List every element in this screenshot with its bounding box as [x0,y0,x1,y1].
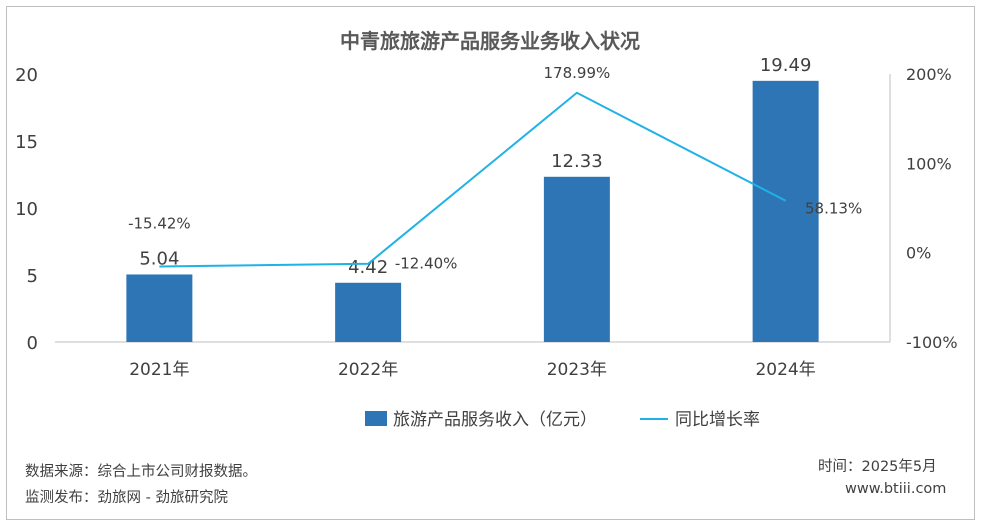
legend-label-bar: 旅游产品服务收入（亿元） [393,410,597,430]
website-note: www.btiii.com [845,481,947,497]
x-tick-label: 2024年 [755,360,815,380]
line-data-label: -15.42% [128,214,191,232]
line-data-label: -12.40% [395,255,458,273]
date-note: 时间：2025年5月 [818,459,937,475]
y2-tick-label: 100% [906,154,952,173]
y-tick-label: 0 [27,333,38,354]
legend-swatch-bar [365,411,387,426]
bar-data-label: 19.49 [760,55,812,76]
y-tick-label: 10 [15,199,38,220]
y2-tick-label: 200% [906,65,952,84]
bar [126,274,193,342]
bar [752,80,819,343]
line-data-label: 178.99% [544,64,611,82]
legend-label-line: 同比增长率 [675,410,760,430]
bar [335,282,402,342]
plot-area: 0 5 10 15 20 -100% 0% 100% 200% 5.04 4.42 12.33 19.4… [15,55,957,380]
x-tick-label: 2021年 [129,360,189,380]
y2-tick-label: -100% [906,333,958,352]
growth-rate-line [159,91,787,268]
y-tick-label: 20 [15,65,38,86]
bar [543,176,610,342]
x-tick-label: 2022年 [338,360,398,380]
x-tick-label: 2023年 [547,360,607,380]
y-tick-label: 15 [15,132,38,153]
monitor-note: 监测发布：劲旅网 - 劲旅研究院 [25,490,228,506]
chart-title: 中青旅旅游产品服务业务收入状况 [340,29,640,53]
line-data-label: 58.13% [805,200,862,218]
legend: 旅游产品服务收入（亿元） 同比增长率 [365,410,760,430]
source-note: 数据来源：综合上市公司财报数据。 [25,464,257,480]
y2-tick-label: 0% [906,244,931,263]
bar-data-label: 12.33 [551,151,603,172]
bar-data-label: 4.42 [348,257,388,278]
bar-data-label: 5.04 [139,248,179,269]
y-tick-label: 5 [27,266,38,287]
